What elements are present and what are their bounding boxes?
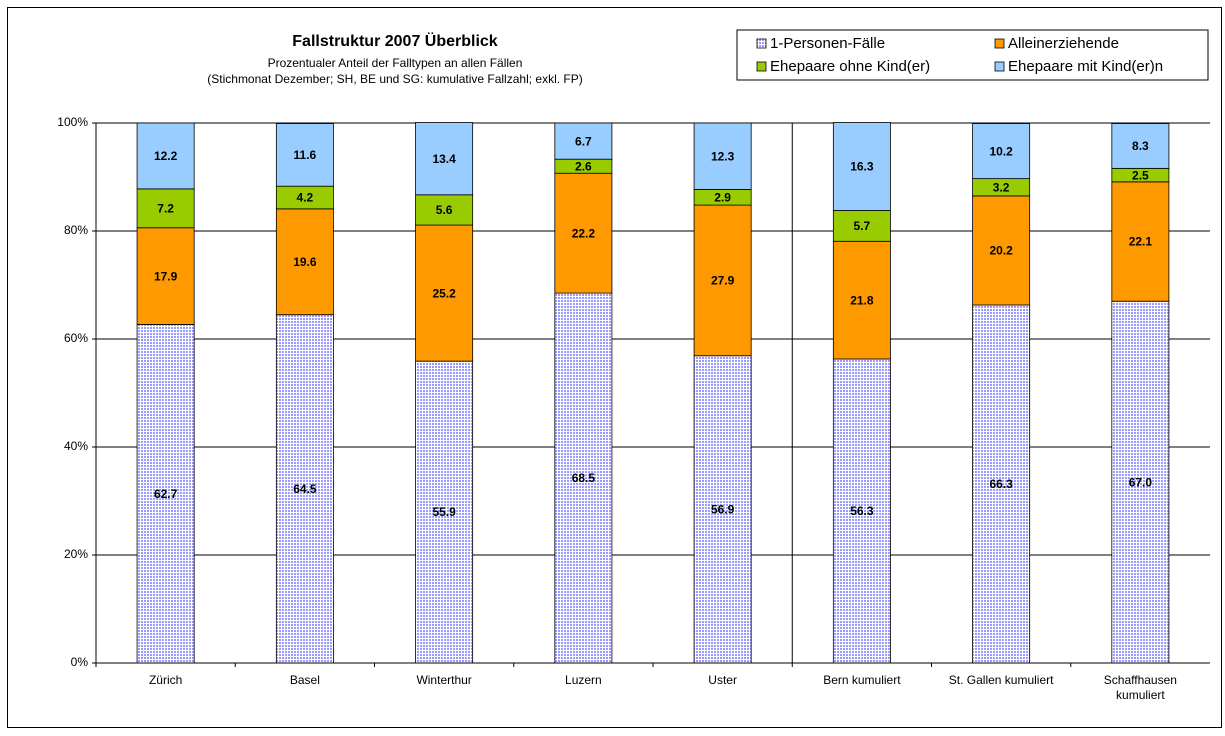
x-tick-label: Basel	[289, 673, 320, 687]
data-label: 19.6	[293, 255, 317, 269]
data-label: 4.2	[297, 191, 314, 205]
data-label: 56.3	[850, 504, 874, 518]
data-label: 3.2	[993, 180, 1010, 194]
bar-segment	[832, 240, 891, 360]
legend-box	[736, 29, 1209, 81]
legend-label: Alleinerziehende	[1008, 35, 1119, 52]
legend-swatch	[994, 61, 1005, 72]
x-tick-label: St. Gallen kumuliert	[948, 673, 1054, 687]
chart-subtitle: Prozentualer Anteil der Falltypen an all…	[268, 56, 523, 70]
data-label: 22.1	[1129, 235, 1153, 249]
data-label: 66.3	[989, 477, 1013, 491]
data-label: 21.8	[850, 293, 874, 307]
data-label: 27.9	[711, 274, 735, 288]
data-label: 55.9	[432, 505, 456, 519]
bar-segment	[136, 122, 195, 190]
y-tick-label: 80%	[64, 223, 88, 237]
bar-segment	[415, 224, 474, 362]
bar-segment	[693, 122, 752, 190]
bar-segment	[1111, 300, 1170, 664]
data-label: 2.6	[575, 159, 592, 173]
bar-segment	[554, 292, 613, 664]
data-label: 20.2	[989, 244, 1013, 258]
data-label: 16.3	[850, 160, 874, 174]
chart-subtitle: (Stichmonat Dezember; SH, BE und SG: kum…	[207, 72, 582, 86]
bar-segment	[275, 123, 334, 187]
legend-swatch	[994, 38, 1005, 49]
bar-segment	[972, 304, 1031, 664]
data-label: 25.2	[432, 286, 456, 300]
chart-title: Fallstruktur 2007 Überblick	[292, 31, 498, 50]
data-label: 7.2	[157, 201, 174, 215]
bar-segment	[832, 210, 891, 242]
legend-label: Ehepaare mit Kind(er)n	[1008, 58, 1163, 75]
legend-swatch	[756, 38, 767, 49]
y-tick-label: 40%	[64, 439, 88, 453]
bar-segment	[972, 123, 1031, 180]
y-tick-label: 0%	[71, 655, 89, 669]
bar-segment	[832, 358, 891, 664]
legend-swatch	[756, 61, 767, 72]
data-label: 68.5	[572, 471, 596, 485]
bar-segment	[1111, 181, 1170, 302]
bar-segment	[554, 122, 613, 160]
x-tick-label: Zürich	[148, 673, 183, 687]
bar-segment	[415, 360, 474, 664]
bar-segment	[554, 172, 613, 294]
data-label: 56.9	[711, 503, 735, 517]
data-label: 13.4	[432, 152, 456, 166]
data-label: 12.2	[154, 149, 178, 163]
bar-segment	[1111, 123, 1170, 169]
data-label: 22.2	[572, 226, 596, 240]
y-tick-label: 60%	[64, 331, 88, 345]
x-tick-label: Uster	[708, 673, 737, 687]
bar-segment	[415, 194, 474, 226]
data-label: 5.6	[436, 203, 453, 217]
y-tick-label: 100%	[57, 115, 88, 129]
data-label: 17.9	[154, 269, 178, 283]
data-label: 64.5	[293, 482, 317, 496]
data-label: 67.0	[1129, 475, 1153, 489]
x-tick-label: Schaffhausen kumuliert	[1103, 673, 1177, 702]
bar-segment	[415, 122, 474, 196]
data-label: 8.3	[1132, 139, 1149, 153]
data-label: 6.7	[575, 134, 592, 148]
y-tick-label: 20%	[64, 547, 88, 561]
bar-segment	[136, 227, 195, 325]
data-label: 62.7	[154, 487, 178, 501]
data-label: 10.2	[989, 144, 1013, 158]
legend-label: Ehepaare ohne Kind(er)	[770, 58, 930, 75]
data-label: 5.7	[854, 219, 871, 233]
bar-segment	[832, 122, 891, 211]
data-label: 2.5	[1132, 168, 1149, 182]
legend-label: 1-Personen-Fälle	[770, 35, 885, 52]
bar-segment	[693, 355, 752, 664]
data-label: 2.9	[714, 190, 731, 204]
x-tick-label: Luzern	[565, 673, 602, 687]
x-tick-label: Bern kumuliert	[823, 673, 901, 687]
data-label: 11.6	[294, 148, 317, 162]
bar-segment	[275, 314, 334, 664]
bar-segment	[693, 204, 752, 357]
x-tick-label: Winterthur	[416, 673, 472, 687]
bar-segment	[136, 324, 195, 664]
bar-segment	[136, 188, 195, 229]
data-label: 12.3	[711, 149, 735, 163]
